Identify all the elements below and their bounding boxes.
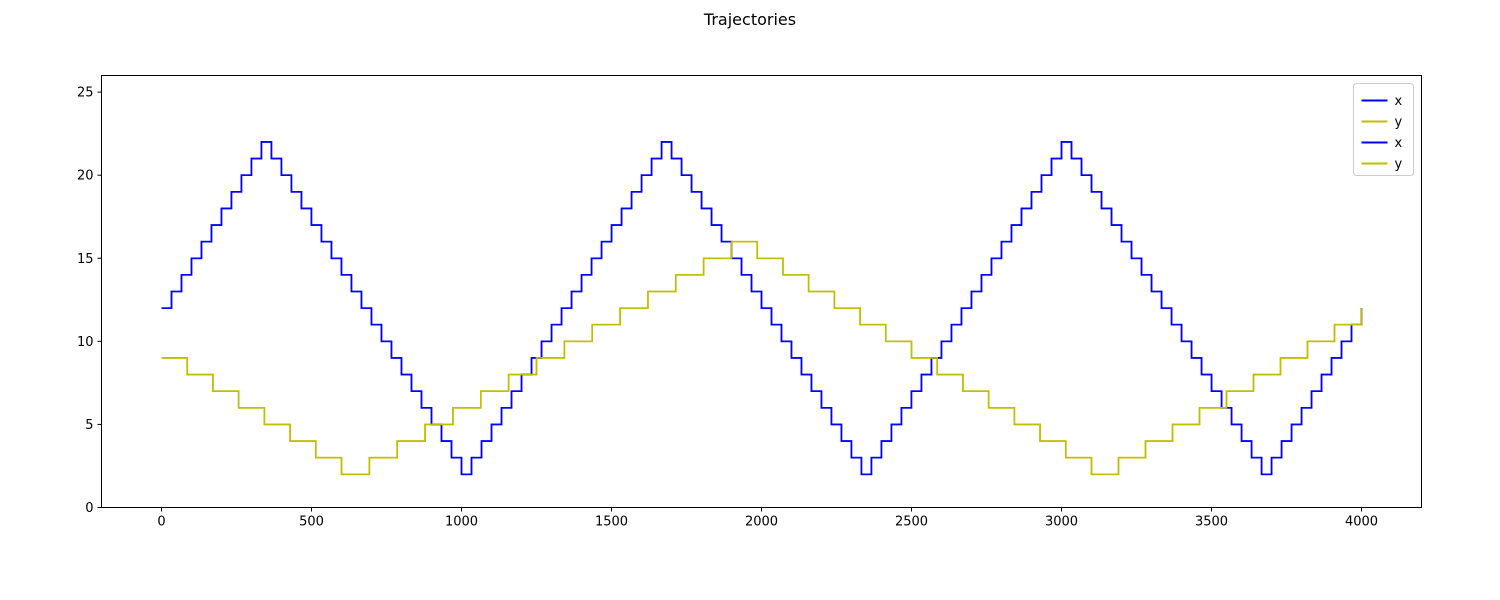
legend-label: y: [1395, 115, 1403, 130]
x-tick-label: 500: [299, 515, 324, 530]
y-tick-label: 20: [77, 169, 94, 184]
y-tick-label: 0: [85, 501, 93, 516]
legend-label: y: [1395, 157, 1403, 172]
x-tick-label: 3500: [1195, 515, 1228, 530]
series-line-y-3: [161, 240, 1363, 476]
plot-frame: [101, 75, 1422, 508]
x-tick-label: 1000: [445, 515, 478, 530]
series-line-x-2: [161, 141, 1363, 476]
x-tick-label: 3000: [1045, 515, 1078, 530]
x-axis: 0 500 1000 1500 2000 2500 3000 3500 4000: [157, 507, 1378, 530]
legend-box: [1353, 83, 1414, 176]
series-layer: [161, 141, 1363, 476]
legend-label: x: [1395, 94, 1403, 109]
y-axis: 0 5 10 15 20 25: [77, 86, 102, 516]
y-tick-label: 10: [77, 335, 94, 350]
chart-title: Trajectories: [703, 10, 796, 29]
x-tick-label: 2000: [745, 515, 778, 530]
y-tick-label: 25: [77, 86, 94, 101]
x-tick-label: 4000: [1345, 515, 1378, 530]
y-tick-label: 5: [85, 418, 93, 433]
x-tick-label: 0: [157, 515, 165, 530]
x-tick-label: 1500: [595, 515, 628, 530]
legend-label: x: [1395, 136, 1403, 151]
series-line-y-1: [161, 240, 1363, 476]
y-tick-label: 15: [77, 252, 94, 267]
x-tick-label: 2500: [895, 515, 928, 530]
